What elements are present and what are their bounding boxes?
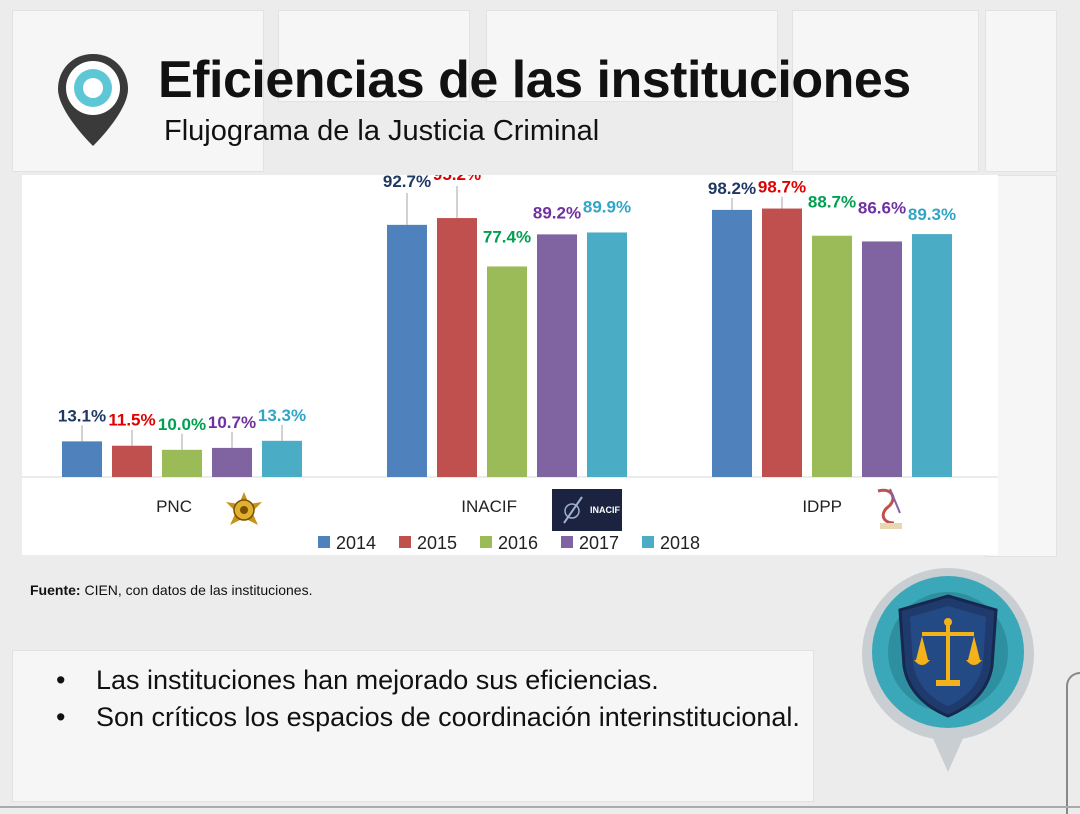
data-label-idpp-2018: 89.3%: [908, 205, 956, 224]
bar-chart: 13.1%11.5%10.0%10.7%13.3% 92.7%95.2% 77.4%…: [22, 175, 998, 555]
bar-inacif-2015: [437, 218, 477, 477]
legend-label-2014: 2014: [336, 533, 376, 553]
source-label: Fuente:: [30, 582, 81, 598]
data-label-inacif-2018: 89.9%: [583, 197, 631, 216]
justice-badge-icon: [858, 562, 1038, 787]
legend-swatch-2018: [642, 536, 654, 548]
pnc-logo-icon: [226, 492, 262, 525]
background-tile: [278, 10, 470, 102]
data-label-inacif-2015: 95.2%: [433, 175, 481, 184]
background-tile: [792, 10, 979, 172]
background-tile: [985, 10, 1057, 172]
legend-swatch-2016: [480, 536, 492, 548]
bullet-item: Son críticos los espacios de coordinació…: [50, 699, 810, 736]
bar-idpp-2018: [912, 234, 952, 477]
category-label-idpp: IDPP: [802, 497, 842, 516]
bar-pnc-2017: [212, 447, 252, 477]
bar-inacif-2014: [387, 224, 427, 477]
location-pin-icon: [52, 50, 134, 155]
data-label-pnc-2018: 13.3%: [258, 406, 306, 425]
bar-pnc-2015: [112, 445, 152, 477]
page-subtitle: Flujograma de la Justicia Criminal: [164, 115, 600, 147]
bullet-item: Las instituciones han mejorado sus efici…: [50, 662, 810, 699]
bar-pnc-2016: [162, 449, 202, 477]
slide-corner-decoration: [1066, 672, 1080, 814]
inacif-logo-icon: INACIF: [552, 489, 622, 531]
legend-label-2017: 2017: [579, 533, 619, 553]
bar-pnc-2014: [62, 441, 102, 477]
data-label-pnc-2015: 11.5%: [108, 411, 155, 430]
data-label-pnc-2017: 10.7%: [208, 413, 256, 432]
data-label-inacif-2016: 77.4%: [483, 227, 531, 246]
background-tile: [12, 10, 264, 172]
data-label-idpp-2016: 88.7%: [808, 193, 856, 212]
bar-idpp-2015: [762, 208, 802, 477]
legend-swatch-2017: [561, 536, 573, 548]
bar-inacif-2017: [537, 234, 577, 477]
bullet-list: Las instituciones han mejorado sus efici…: [50, 662, 810, 736]
legend-label-2018: 2018: [660, 533, 700, 553]
idpp-logo-icon: [877, 488, 902, 529]
data-label-idpp-2014: 98.2%: [708, 179, 756, 198]
bar-idpp-2017: [862, 241, 902, 477]
data-label-pnc-2016: 10.0%: [158, 415, 206, 434]
bar-idpp-2016: [812, 235, 852, 477]
data-label-pnc-2014: 13.1%: [58, 406, 106, 425]
source-note: Fuente: CIEN, con datos de las instituci…: [30, 582, 312, 598]
category-label-pnc: PNC: [156, 497, 192, 516]
legend-label-2015: 2015: [417, 533, 457, 553]
chart-canvas: 13.1%11.5%10.0%10.7%13.3% 92.7%95.2% 77.4%…: [22, 175, 998, 553]
bar-idpp-2014: [712, 209, 752, 477]
data-label-inacif-2017: 89.2%: [533, 203, 581, 222]
data-label-idpp-2017: 86.6%: [858, 198, 906, 217]
bar-pnc-2018: [262, 440, 302, 477]
data-label-idpp-2015: 98.7%: [758, 178, 806, 197]
bar-inacif-2018: [587, 232, 627, 477]
bar-inacif-2016: [487, 266, 527, 477]
data-label-inacif-2014: 92.7%: [383, 175, 431, 191]
legend-label-2016: 2016: [498, 533, 538, 553]
page-title: Eficiencias de las instituciones: [158, 51, 911, 109]
category-label-inacif: INACIF: [461, 497, 517, 516]
background-tile: [486, 10, 778, 102]
slide-bottom-border: [0, 806, 1080, 808]
legend-swatch-2015: [399, 536, 411, 548]
legend-swatch-2014: [318, 536, 330, 548]
source-text: CIEN, con datos de las instituciones.: [80, 582, 313, 598]
svg-text:INACIF: INACIF: [590, 505, 620, 515]
